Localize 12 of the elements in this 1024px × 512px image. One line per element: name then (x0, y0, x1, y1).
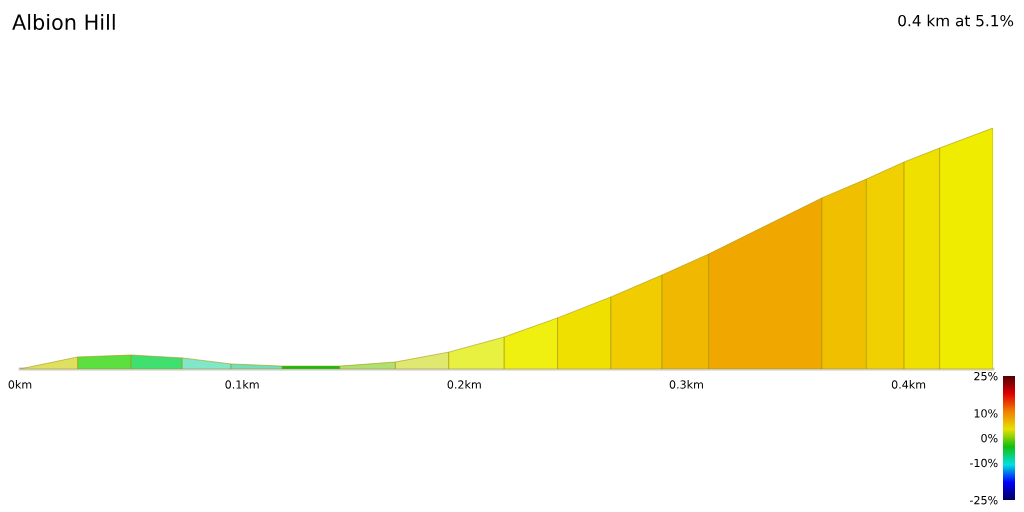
x-tick-label: 0.2km (447, 380, 481, 389)
color-bar-label: 0% (981, 433, 998, 443)
chart-subtitle: 0.4 km at 5.1% (898, 14, 1014, 27)
x-tick-label: 0.1km (225, 380, 259, 389)
x-tick-label: 0.4km (891, 380, 926, 389)
color-bar-label: -25% (969, 495, 998, 505)
x-tick-label: 0km (8, 380, 32, 389)
chart-title: Albion Hill (12, 13, 115, 31)
color-bar-label: -10% (969, 458, 998, 468)
color-bar-label: 10% (974, 409, 998, 418)
color-bar-label: 25% (974, 371, 998, 381)
x-tick-label: 0.3km (669, 380, 703, 389)
